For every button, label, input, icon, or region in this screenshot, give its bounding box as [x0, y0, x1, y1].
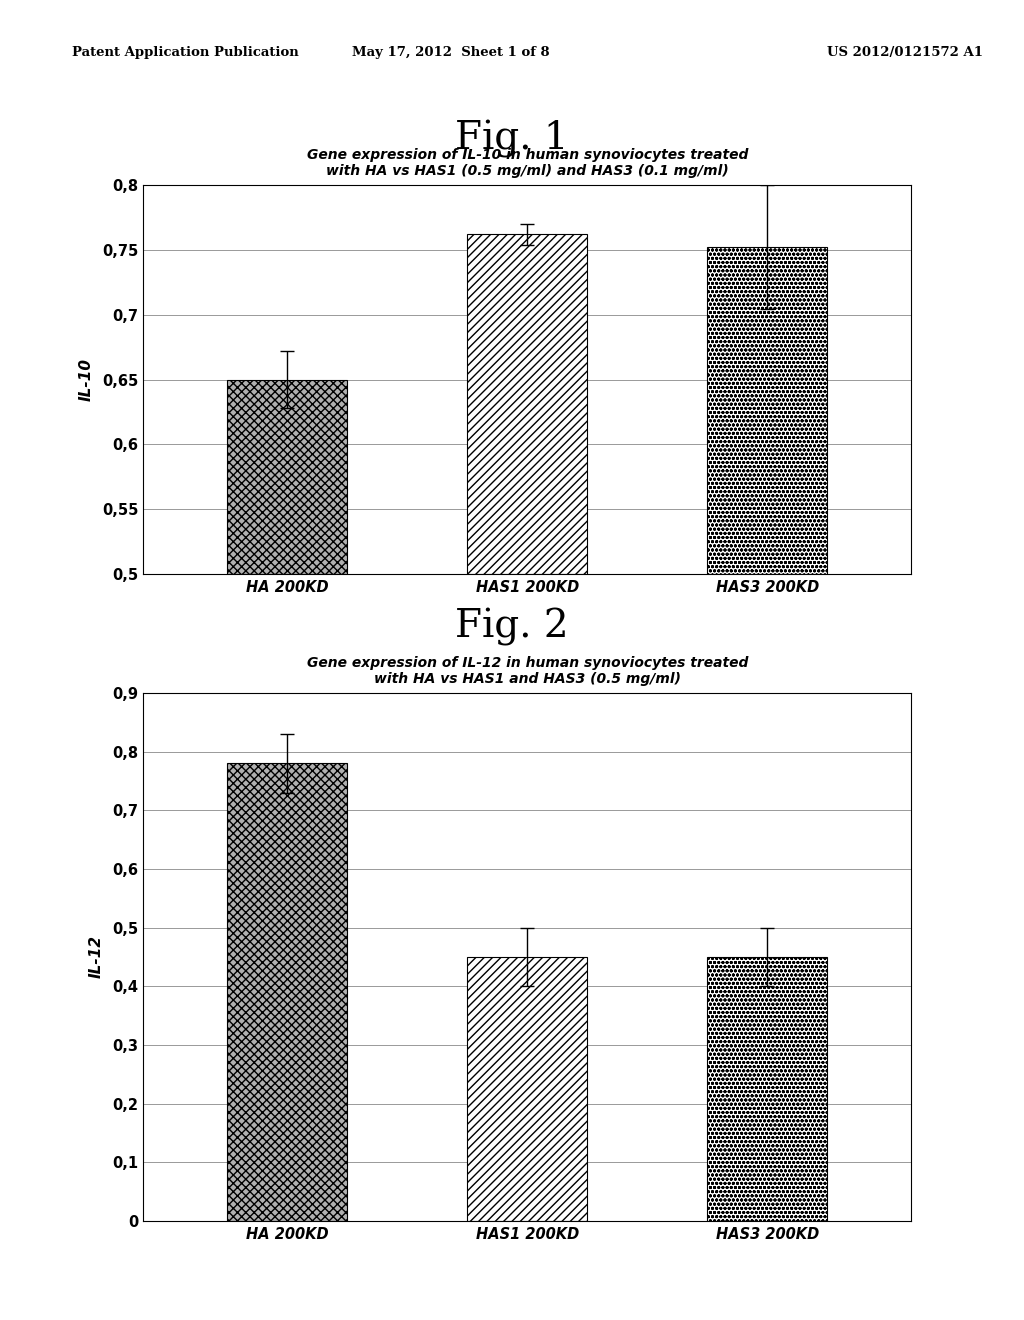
Bar: [467, 957, 588, 1221]
Text: May 17, 2012  Sheet 1 of 8: May 17, 2012 Sheet 1 of 8: [352, 46, 549, 59]
Text: Fig. 1: Fig. 1: [456, 120, 568, 157]
Bar: [467, 234, 588, 574]
Text: Patent Application Publication: Patent Application Publication: [72, 46, 298, 59]
Bar: [227, 763, 347, 1221]
Bar: [227, 380, 347, 574]
Bar: [708, 247, 827, 574]
Text: Fig. 2: Fig. 2: [456, 609, 568, 645]
Y-axis label: IL-10: IL-10: [79, 358, 94, 401]
Title: Gene expression of IL-10 in human synoviocytes treated
with HA vs HAS1 (0.5 mg/m: Gene expression of IL-10 in human synovi…: [306, 148, 749, 178]
Y-axis label: IL-12: IL-12: [89, 936, 104, 978]
Text: US 2012/0121572 A1: US 2012/0121572 A1: [827, 46, 983, 59]
Bar: [708, 957, 827, 1221]
Title: Gene expression of IL-12 in human synoviocytes treated
with HA vs HAS1 and HAS3 : Gene expression of IL-12 in human synovi…: [306, 656, 749, 686]
